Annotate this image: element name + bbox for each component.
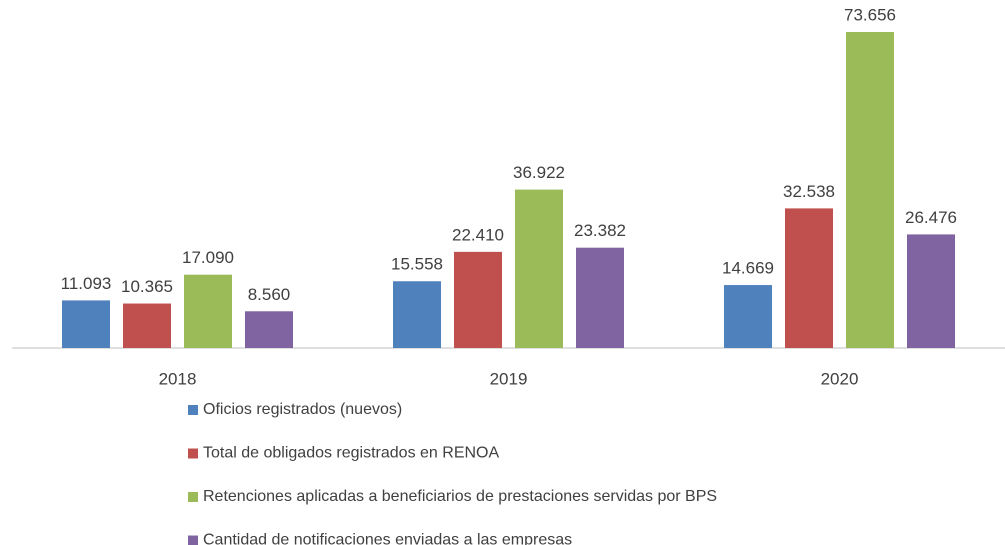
legend-swatch [188,405,198,415]
data-label: 14.669 [722,259,774,278]
legend-swatch [188,535,198,545]
bar [724,285,772,348]
legend-swatch [188,448,198,459]
legend-label: Retenciones aplicadas a beneficiarios de… [203,488,717,505]
data-label: 23.382 [574,221,626,240]
bar [907,234,955,348]
data-label: 8.560 [248,285,291,304]
data-label: 10.365 [121,277,173,296]
bar [245,311,293,348]
bar [515,189,563,348]
x-tick-label: 2018 [159,369,197,388]
legend-swatch [188,492,198,502]
data-label: 73.656 [844,5,896,24]
bar [62,300,110,348]
bar [785,208,833,348]
data-label: 22.410 [452,225,504,244]
x-tick-label: 2020 [821,369,859,388]
data-label: 15.558 [391,255,443,274]
bar [184,274,232,348]
data-label: 36.922 [513,163,565,182]
bar [123,303,171,348]
bar [576,247,624,348]
data-label: 26.476 [905,208,957,227]
legend-label: Cantidad de notificaciones enviadas a la… [203,532,572,545]
legend-label: Total de obligados registrados en RENOA [203,445,499,462]
x-tick-label: 2019 [490,369,528,388]
bar [454,251,502,348]
data-label: 17.090 [182,248,234,267]
bar [393,281,441,348]
legend-label: Oficios registrados (nuevos) [203,401,402,418]
bar [846,32,894,348]
data-label: 32.538 [783,182,835,201]
data-label: 11.093 [61,274,112,293]
